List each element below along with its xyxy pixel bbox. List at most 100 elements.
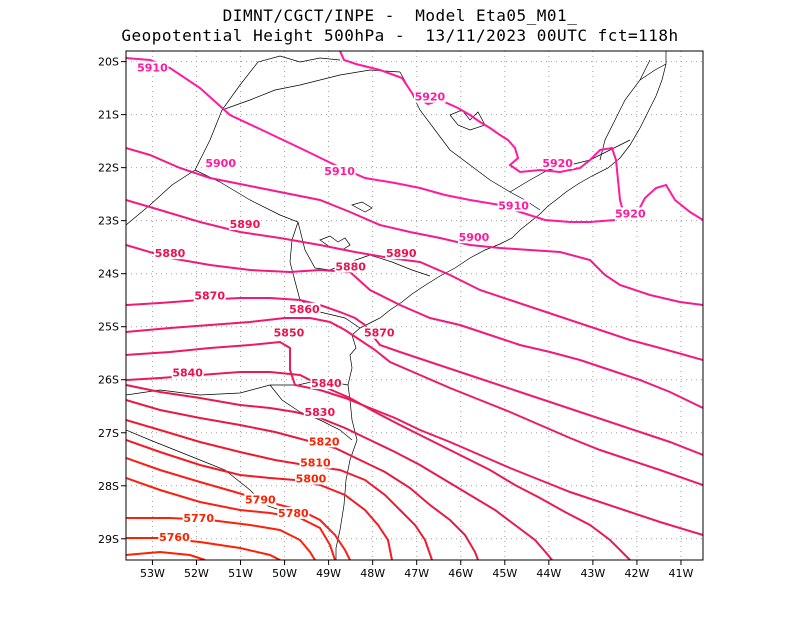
contour-label-background bbox=[272, 326, 305, 339]
lat-tick-label: 23S bbox=[98, 215, 119, 228]
contour-label: 5780 bbox=[278, 507, 309, 520]
contour-label: 5880 bbox=[155, 247, 186, 260]
contour-5880 bbox=[126, 244, 703, 409]
contour-5870 bbox=[126, 297, 703, 456]
contour-5780 bbox=[126, 477, 336, 560]
contour-label-background bbox=[457, 231, 490, 244]
lon-tick-label: 41W bbox=[669, 567, 694, 580]
contour-label: 5880 bbox=[335, 260, 366, 273]
contour-5770 bbox=[126, 517, 316, 560]
contour-lines bbox=[126, 51, 703, 560]
contour-label: 5820 bbox=[309, 435, 340, 448]
contour-label-background bbox=[193, 289, 226, 302]
contour-5840 bbox=[126, 371, 631, 560]
border-pr-west bbox=[289, 221, 361, 329]
contour-label: 5870 bbox=[194, 290, 225, 303]
lon-tick-label: 53W bbox=[140, 567, 165, 580]
contour-5900 bbox=[126, 147, 703, 306]
border-west bbox=[126, 55, 341, 226]
axes: 53W 52W 51W 50W 49W 48W 47W 46W 45W 44W 43W 42W 41W 2… bbox=[98, 56, 694, 580]
contour-label-background bbox=[228, 217, 261, 230]
contour-label-background bbox=[288, 302, 321, 315]
contour-label: 5900 bbox=[459, 231, 490, 244]
lat-tick-label: 20S bbox=[98, 56, 119, 69]
contour-label: 5850 bbox=[274, 327, 305, 340]
contour-label-background bbox=[614, 207, 647, 220]
contour-label: 5910 bbox=[324, 165, 355, 178]
contour-5830 bbox=[126, 384, 553, 560]
contour-label-background bbox=[334, 260, 367, 273]
grid-lines bbox=[126, 51, 703, 560]
contour-label: 5770 bbox=[183, 512, 214, 525]
lat-tick-label: 29S bbox=[98, 533, 119, 546]
border-paraguay bbox=[194, 169, 331, 271]
contour-label-background bbox=[171, 366, 204, 379]
lat-tick-label: 28S bbox=[98, 480, 119, 493]
plot-frame bbox=[125, 50, 704, 561]
contour-label-background bbox=[136, 61, 169, 74]
coastline-borders bbox=[126, 51, 667, 560]
contour-label: 5800 bbox=[296, 472, 327, 485]
contour-label-background bbox=[385, 247, 418, 260]
contour-label-background bbox=[497, 199, 530, 212]
contour-label-background bbox=[323, 164, 356, 177]
lon-tick-label: 52W bbox=[184, 567, 209, 580]
contour-5850 bbox=[126, 340, 703, 536]
contour-label: 5840 bbox=[172, 366, 203, 379]
lon-tick-label: 43W bbox=[580, 567, 605, 580]
contour-label: 5870 bbox=[364, 327, 395, 340]
contour-5910 bbox=[126, 57, 616, 223]
contour-label: 5910 bbox=[498, 199, 529, 212]
contour-label: 5860 bbox=[289, 303, 320, 316]
contour-label: 5840 bbox=[311, 377, 342, 390]
lon-tick-label: 50W bbox=[272, 567, 297, 580]
lat-tick-label: 25S bbox=[98, 321, 119, 334]
contour-label: 5810 bbox=[300, 457, 331, 470]
contour-label-background bbox=[308, 435, 341, 448]
contour-label-background bbox=[363, 326, 396, 339]
lat-tick-label: 21S bbox=[98, 109, 119, 122]
lon-tick-label: 51W bbox=[228, 567, 253, 580]
lon-tick-label: 48W bbox=[360, 567, 385, 580]
contour-label-background bbox=[303, 406, 336, 419]
contour-label: 5920 bbox=[542, 157, 573, 170]
border-mg-ba bbox=[639, 63, 667, 81]
lon-tick-label: 44W bbox=[536, 567, 561, 580]
contour-5790 bbox=[126, 457, 351, 560]
contour-label-background bbox=[310, 377, 343, 390]
contour-label-background bbox=[541, 156, 574, 169]
contour-label: 5890 bbox=[386, 247, 417, 260]
chart-title-line2: Geopotential Height 500hPa - 13/11/2023 … bbox=[121, 26, 679, 45]
contour-5750 bbox=[126, 550, 206, 560]
contour-label: 5830 bbox=[304, 406, 335, 419]
lon-tick-label: 49W bbox=[316, 567, 341, 580]
contour-5810 bbox=[126, 419, 433, 560]
coastline bbox=[335, 51, 667, 560]
contour-label: 5790 bbox=[245, 494, 276, 507]
contour-labels: 5910 5920 5920 5920 5910 5910 5900 5900 5890 5890… bbox=[136, 61, 647, 544]
contour-label: 5910 bbox=[137, 62, 168, 75]
contour-label-background bbox=[294, 472, 327, 485]
lat-tick-label: 22S bbox=[98, 162, 119, 175]
contour-label-background bbox=[204, 156, 237, 169]
contour-5890 bbox=[126, 199, 703, 361]
contour-label-background bbox=[182, 512, 215, 525]
contour-label: 5760 bbox=[159, 531, 190, 544]
contour-label-background bbox=[299, 456, 332, 469]
lon-tick-label: 47W bbox=[404, 567, 429, 580]
lon-tick-label: 46W bbox=[448, 567, 473, 580]
contour-5920 bbox=[339, 51, 703, 221]
contour-label: 5890 bbox=[230, 218, 261, 231]
contour-5820 bbox=[126, 399, 479, 560]
lon-tick-label: 42W bbox=[624, 567, 649, 580]
contour-label-background bbox=[154, 247, 187, 260]
lat-tick-label: 27S bbox=[98, 427, 119, 440]
contour-label: 5900 bbox=[205, 157, 236, 170]
lat-tick-label: 24S bbox=[98, 268, 119, 281]
chart-title-line1: DIMNT/CGCT/INPE - Model Eta05_M01_ bbox=[222, 6, 578, 25]
contour-5760 bbox=[126, 537, 281, 560]
contour-label-background bbox=[244, 493, 277, 506]
contour-label: 5920 bbox=[615, 207, 646, 220]
lon-tick-label: 45W bbox=[492, 567, 517, 580]
